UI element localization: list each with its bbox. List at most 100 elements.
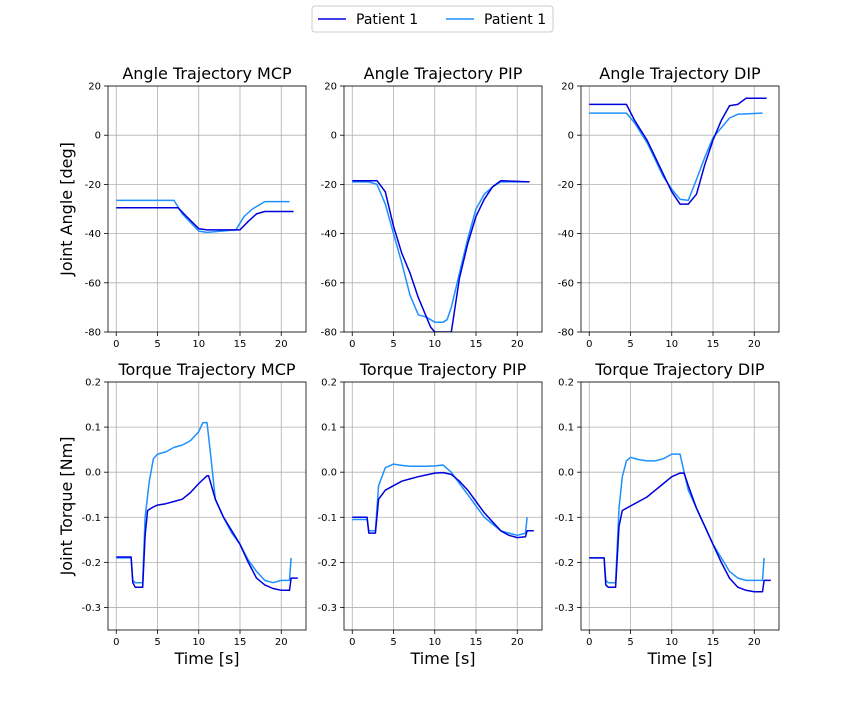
y-tick-label: 0 <box>568 131 574 142</box>
x-tick-label: 10 <box>192 339 205 350</box>
x-tick-label: 0 <box>113 637 119 648</box>
chart-panel-2: 0 5 10 15 20 20 0 -20 -40 -60 -80 Angle Trajectory … <box>321 64 543 350</box>
y-tick-label: 0.2 <box>85 378 101 389</box>
plot-frame <box>343 85 543 333</box>
y-tick-label: -0.2 <box>81 558 101 569</box>
y-tick-label: 0.2 <box>321 378 337 389</box>
y-tick-label: 0.0 <box>321 468 337 479</box>
x-tick-label: 15 <box>234 339 247 350</box>
y-tick-label: 0.1 <box>321 423 337 434</box>
y-tick-label: -20 <box>85 180 101 191</box>
y-tick-label: -0.3 <box>317 603 337 614</box>
chart-panel-5: 0 5 10 15 20 0.2 0.1 0.0 -0.1 -0.2 -0.3 Torque Traj… <box>317 360 543 668</box>
y-tick-label: -0.3 <box>554 603 574 614</box>
x-tick-label: 20 <box>275 637 288 648</box>
y-tick-label: 0.2 <box>558 378 574 389</box>
x-tick-label: 0 <box>349 339 355 350</box>
x-tick-label: 10 <box>428 637 441 648</box>
y-tick-label: -60 <box>321 278 337 289</box>
panel-title: Angle Trajectory PIP <box>364 64 523 83</box>
y-tick-label: 0.0 <box>85 468 101 479</box>
series-group <box>352 463 534 539</box>
series-group <box>589 453 771 593</box>
chart-panel-6: 0 5 10 15 20 0.2 0.1 0.0 -0.1 -0.2 -0.3 Torque Traj… <box>554 360 780 668</box>
y-tick-label: 20 <box>324 82 337 93</box>
series-line-1 <box>116 207 294 231</box>
x-tick-label: 20 <box>748 339 761 350</box>
y-tick-label: -80 <box>321 328 337 339</box>
legend-frame <box>311 5 554 33</box>
y-tick-label: -80 <box>85 328 101 339</box>
plot-frame <box>107 85 307 333</box>
x-tick-label: 10 <box>428 339 441 350</box>
chart-panel-4: 0 5 10 15 20 0.2 0.1 0.0 -0.1 -0.2 -0.3 Torque Traj… <box>81 360 307 668</box>
y-tick-label: 0.1 <box>85 423 101 434</box>
x-tick-label: 5 <box>154 339 160 350</box>
x-tick-label: 0 <box>349 637 355 648</box>
y-tick-label: -80 <box>558 328 574 339</box>
y-tick-label: 0 <box>331 131 337 142</box>
x-tick-label: 10 <box>665 339 678 350</box>
series-line-1 <box>352 179 530 332</box>
y-tick-label: 0.1 <box>558 423 574 434</box>
x-tick-label: 5 <box>390 637 396 648</box>
x-tick-label: 15 <box>234 637 247 648</box>
x-axis-label: Time [s] <box>409 649 475 668</box>
legend-label-series-2: Patient 1 <box>484 12 546 28</box>
y-tick-label: -20 <box>558 180 574 191</box>
series-line-2 <box>116 199 290 234</box>
y-tick-label: -0.2 <box>554 558 574 569</box>
legend-label-series-1: Patient 1 <box>356 12 418 28</box>
y-tick-label: -60 <box>85 278 101 289</box>
y-tick-label: -0.1 <box>554 513 574 524</box>
chart-panel-1: 0 5 10 15 20 20 0 -20 -40 -60 -80 Angle Trajectory … <box>85 64 307 350</box>
series-line-1 <box>589 97 767 205</box>
x-tick-label: 15 <box>470 637 483 648</box>
x-tick-label: 20 <box>511 637 524 648</box>
x-tick-label: 20 <box>748 637 761 648</box>
series-line-2 <box>116 421 292 584</box>
y-tick-label: -60 <box>558 278 574 289</box>
series-line-1 <box>116 475 298 592</box>
plot-frame <box>580 85 780 333</box>
series-line-2 <box>589 453 765 584</box>
y-tick-label: -20 <box>321 180 337 191</box>
y-tick-label: -0.1 <box>81 513 101 524</box>
y-tick-label: 20 <box>88 82 101 93</box>
x-tick-label: 5 <box>627 637 633 648</box>
x-axis-label: Time [s] <box>646 649 712 668</box>
x-tick-label: 15 <box>707 339 720 350</box>
x-tick-label: 5 <box>154 637 160 648</box>
x-tick-label: 10 <box>192 637 205 648</box>
plot-frame <box>580 381 780 631</box>
plot-frame <box>343 381 543 631</box>
series-line-1 <box>589 472 771 593</box>
chart-panel-3: 0 5 10 15 20 20 0 -20 -40 -60 -80 Angle Trajectory … <box>558 64 780 350</box>
y-tick-label: -0.3 <box>81 603 101 614</box>
panel-title: Torque Trajectory MCP <box>117 360 295 379</box>
series-group <box>589 97 767 205</box>
panel-title: Torque Trajectory DIP <box>594 360 764 379</box>
y-tick-label: -0.2 <box>317 558 337 569</box>
x-tick-label: 5 <box>390 339 396 350</box>
x-tick-label: 10 <box>665 637 678 648</box>
y-tick-label: 0 <box>95 131 101 142</box>
y-tick-label: 20 <box>561 82 574 93</box>
y-tick-label: -40 <box>85 229 101 240</box>
panel-title: Angle Trajectory DIP <box>599 64 761 83</box>
series-group <box>352 179 530 332</box>
y-axis-label-torque: Joint Torque [Nm] <box>57 437 76 577</box>
x-tick-label: 0 <box>586 637 592 648</box>
x-tick-label: 15 <box>707 637 720 648</box>
y-tick-label: 0.0 <box>558 468 574 479</box>
series-line-2 <box>589 112 763 202</box>
y-tick-label: -0.1 <box>317 513 337 524</box>
x-tick-label: 20 <box>511 339 524 350</box>
x-tick-label: 0 <box>586 339 592 350</box>
x-tick-label: 0 <box>113 339 119 350</box>
x-tick-label: 20 <box>275 339 288 350</box>
series-group <box>116 199 294 234</box>
x-tick-label: 5 <box>627 339 633 350</box>
legend: Patient 1 Patient 1 <box>311 5 554 33</box>
x-tick-label: 15 <box>470 339 483 350</box>
